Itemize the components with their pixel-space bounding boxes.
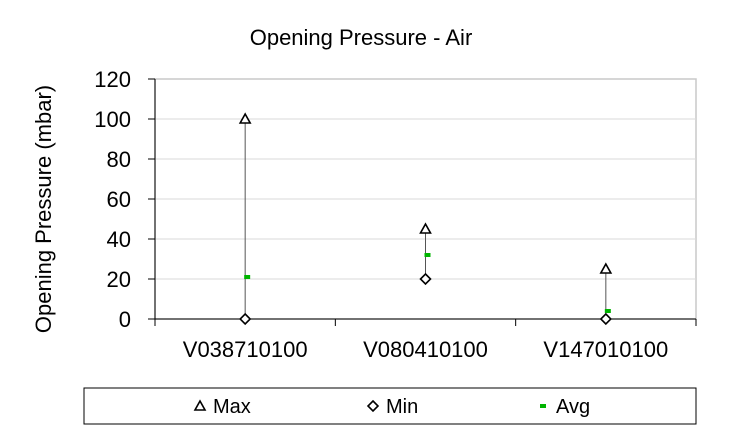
y-tick-label: 120 bbox=[94, 67, 131, 92]
y-axis: 0 20 40 60 80 100 120 bbox=[94, 67, 156, 332]
min-point bbox=[599, 312, 612, 326]
legend-min-label: Min bbox=[386, 396, 418, 418]
avg-point bbox=[424, 253, 431, 257]
data-marks bbox=[238, 112, 613, 326]
x-axis: V038710100 V080410100 V147010100 bbox=[154, 318, 697, 362]
y-tick-label: 40 bbox=[107, 227, 131, 252]
legend-avg-marker bbox=[540, 404, 546, 408]
y-tick-label: 80 bbox=[107, 147, 131, 172]
legend-max-label: Max bbox=[213, 396, 251, 418]
max-point bbox=[599, 262, 613, 274]
legend-box bbox=[83, 387, 697, 425]
y-tick-label: 60 bbox=[107, 187, 131, 212]
min-point bbox=[419, 272, 432, 286]
x-tick-label: V038710100 bbox=[183, 337, 308, 362]
y-tick-label: 0 bbox=[119, 307, 131, 332]
avg-point bbox=[604, 309, 611, 313]
legend-max-marker bbox=[193, 399, 207, 411]
plot-area: 0 20 40 60 80 100 120 V038710100 V080410100 V147… bbox=[94, 67, 697, 362]
x-tick-label: V147010100 bbox=[543, 337, 668, 362]
y-axis-label: Opening Pressure (mbar) bbox=[31, 85, 56, 333]
y-tick-label: 20 bbox=[107, 267, 131, 292]
x-tick-label: V080410100 bbox=[363, 337, 488, 362]
min-point bbox=[239, 312, 252, 326]
chart-title: Opening Pressure - Air bbox=[250, 25, 473, 50]
max-point bbox=[238, 112, 252, 124]
legend: Max Min Avg bbox=[83, 387, 697, 425]
y-tick-label: 100 bbox=[94, 107, 131, 132]
avg-point bbox=[244, 275, 251, 279]
legend-min-marker bbox=[366, 399, 380, 413]
legend-avg-label: Avg bbox=[556, 396, 590, 418]
max-point bbox=[419, 222, 432, 234]
